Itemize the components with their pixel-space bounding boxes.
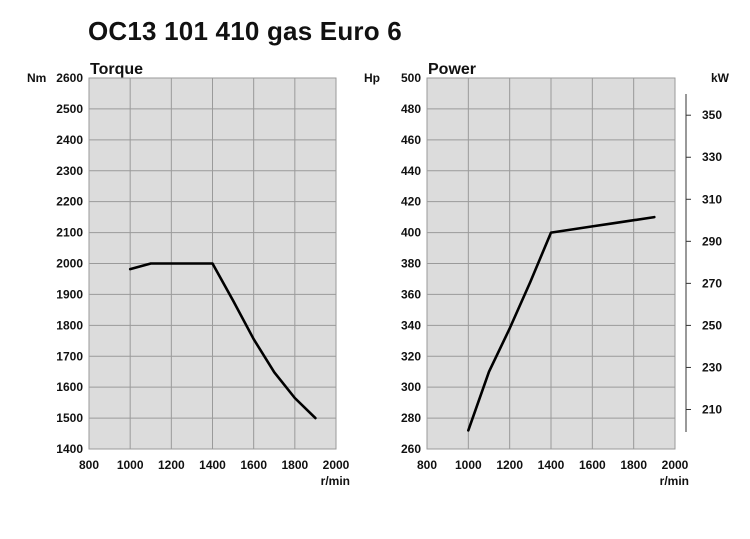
chart-power-y-tick-label: 380: [401, 257, 421, 271]
chart-power-series-line: [466, 215, 656, 432]
chart-power-y-tick-label: 480: [401, 102, 421, 116]
chart-torque-x-tick-label: 1000: [117, 458, 144, 472]
chart-torque-y-tick-label: 1700: [56, 349, 83, 363]
chart-power-y-tick-label: 360: [401, 287, 421, 301]
chart-power-x-tick-label: 1400: [538, 458, 565, 472]
chart-power-y-tick-label: 300: [401, 380, 421, 394]
chart-power-x-tick-label: 2000: [662, 458, 689, 472]
chart-torque-x-tick-label: 1800: [281, 458, 308, 472]
chart-torque-x-tick-label: 800: [79, 458, 99, 472]
chart-power-y-tick-label: 280: [401, 411, 421, 425]
chart-torque-y-tick-label: 2000: [56, 257, 83, 271]
chart-power-y-tick-label: 420: [401, 195, 421, 209]
page-title: OC13 101 410 gas Euro 6: [88, 16, 402, 46]
chart-power-y2-tick-label: 250: [702, 318, 722, 332]
chart-torque-x-tick-label: 2000: [323, 458, 350, 472]
chart-torque-y-tick-label: 1800: [56, 318, 83, 332]
chart-torque-y-tick-label: 1600: [56, 380, 83, 394]
chart-power-y-tick-label: 340: [401, 318, 421, 332]
chart-torque-x-tick-label: 1200: [158, 458, 185, 472]
chart-torque-series-line: [128, 262, 317, 420]
chart-power-x-tick-label: 1200: [496, 458, 523, 472]
chart-torque-x-tick-label: 1400: [199, 458, 226, 472]
chart-power-x-tick-label: 1000: [455, 458, 482, 472]
chart-power-y-tick-label: 460: [401, 133, 421, 147]
chart-power-x-tick-label: 1800: [620, 458, 647, 472]
chart-power-title: Power: [428, 61, 476, 78]
chart-torque-y-tick-label: 2600: [56, 71, 83, 85]
chart-power-y-tick-label: 440: [401, 164, 421, 178]
chart-torque-y-tick-label: 1400: [56, 442, 83, 456]
chart-torque-x-tick-label: 1600: [240, 458, 267, 472]
chart-torque-title: Torque: [90, 61, 143, 78]
chart-power-y2-tick-label: 210: [702, 402, 722, 416]
chart-torque-y-tick-label: 2200: [56, 195, 83, 209]
chart-torque-y-tick-label: 2100: [56, 226, 83, 240]
chart-torque-y-unit: Nm: [27, 71, 46, 85]
chart-power-y2-tick-label: 230: [702, 360, 722, 374]
chart-power-x-tick-label: 1600: [579, 458, 606, 472]
chart-power-y2-unit: kW: [711, 71, 730, 85]
chart-power-y-tick-label: 260: [401, 442, 421, 456]
chart-torque-y-tick-label: 1500: [56, 411, 83, 425]
chart-power-y-tick-label: 500: [401, 71, 421, 85]
chart-power-x-unit: r/min: [660, 474, 689, 488]
chart-torque-x-unit: r/min: [321, 474, 350, 488]
chart-power-y-tick-label: 400: [401, 226, 421, 240]
chart-power-y2-tick-label: 290: [702, 234, 722, 248]
chart-torque-y-tick-label: 2400: [56, 133, 83, 147]
chart-power-x-tick-label: 800: [417, 458, 437, 472]
chart-torque-y-tick-label: 2300: [56, 164, 83, 178]
chart-power-y2-tick-label: 270: [702, 276, 722, 290]
chart-power-y2-tick-label: 310: [702, 192, 722, 206]
chart-power-y2-tick-label: 350: [702, 108, 722, 122]
chart-power-y2-tick-label: 330: [702, 150, 722, 164]
chart-power-y-unit: Hp: [364, 71, 380, 85]
chart-power-y-tick-label: 320: [401, 349, 421, 363]
chart-torque-y-tick-label: 2500: [56, 102, 83, 116]
chart-torque-y-tick-label: 1900: [56, 287, 83, 301]
